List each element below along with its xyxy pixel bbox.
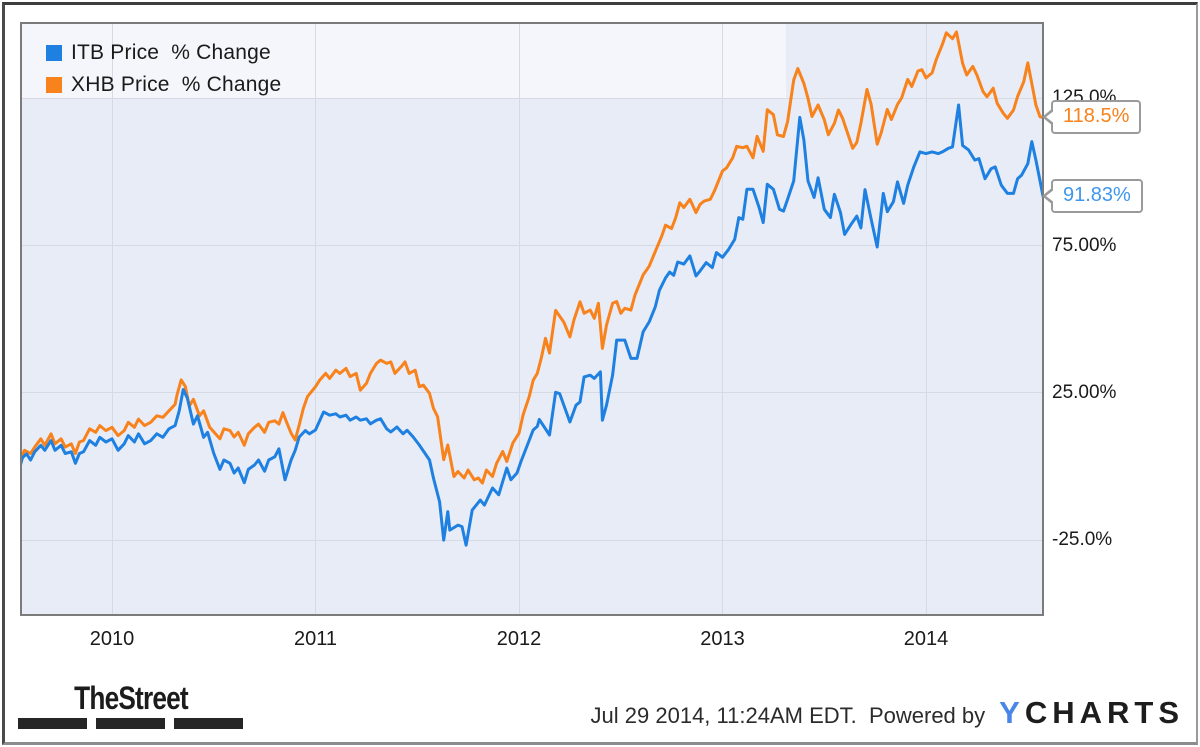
vertical-gridline [925, 24, 927, 614]
ycharts-logo-y: Y [999, 695, 1025, 730]
vertical-gridline [722, 24, 723, 614]
ycharts-logo-charts: CHARTS [1024, 695, 1184, 730]
x-tick-label: 2011 [293, 628, 337, 650]
series-line-xhb [22, 30, 1042, 485]
thestreet-logo-text: TheStreet [74, 680, 188, 716]
x-tick-label: 2012 [496, 628, 542, 650]
thestreet-logo[interactable]: TheStreet [18, 680, 244, 729]
ycharts-logo[interactable]: YCHARTS [999, 695, 1184, 731]
horizontal-gridline [22, 245, 1042, 247]
x-tick-label: 2010 [89, 628, 135, 650]
footer-attribution: Jul 29 2014, 11:24AM EDT. Powered by YCH… [591, 695, 1184, 731]
legend-label-itb: ITB Price % Change [71, 41, 271, 64]
x-tick-label: 2013 [700, 628, 745, 650]
timestamp-powered-by: Jul 29 2014, 11:24AM EDT. Powered by [590, 703, 986, 728]
legend-item-itb: ITB Price % Change [46, 37, 281, 69]
plot-top-band [22, 24, 786, 98]
y-tick-label: 75.00% [1052, 234, 1117, 256]
horizontal-gridline [22, 539, 1042, 541]
footer: TheStreet Jul 29 2014, 11:24AM EDT. Powe… [0, 645, 1200, 745]
x-tick-label: 2014 [903, 628, 949, 650]
itb-value-callout: 91.83% [1042, 178, 1143, 213]
horizontal-gridline [22, 392, 1042, 394]
xhb-value-text: 118.5% [1063, 105, 1130, 128]
legend-item-xhb: XHB Price % Change [46, 69, 281, 101]
series-line-itb [22, 103, 1042, 547]
xhb-value-callout: 118.5% [1041, 100, 1142, 135]
vertical-gridline [315, 24, 316, 614]
vertical-gridline [111, 24, 113, 614]
xhb-color-swatch-icon [46, 77, 62, 93]
itb-value-text: 91.83% [1063, 183, 1131, 206]
vertical-gridline [518, 24, 520, 614]
logo-bar [96, 718, 165, 729]
horizontal-gridline [22, 97, 1042, 99]
thestreet-logo-bars-icon [18, 718, 244, 729]
logo-bar [174, 718, 243, 729]
y-tick-label: -25.0% [1052, 529, 1113, 551]
itb-color-swatch-icon [46, 45, 62, 61]
logo-bar [18, 718, 87, 729]
legend: ITB Price % Change XHB Price % Change [46, 37, 281, 101]
y-tick-label: 25.00% [1052, 381, 1117, 403]
legend-label-xhb: XHB Price % Change [71, 73, 282, 96]
plot-area: ITB Price % Change XHB Price % Change [20, 22, 1044, 616]
series-lines [22, 30, 1042, 547]
